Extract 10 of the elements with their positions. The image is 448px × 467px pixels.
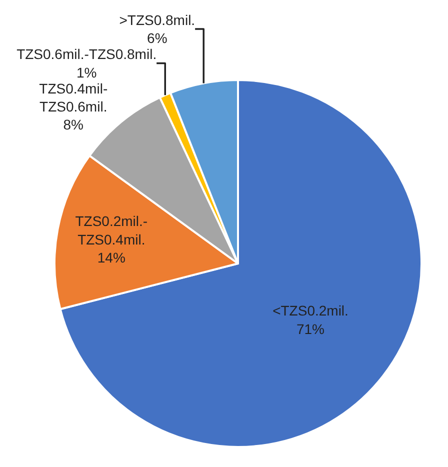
data-label: 71% [296,320,325,337]
slice-label: >TZS0.8mil. [119,12,196,28]
slice-label: TZS0.2mil.-TZS0.4mil. [75,213,148,248]
data-label: 14% [97,250,126,266]
slice-label: <TZS0.2mil. [272,302,348,319]
data-label: 6% [147,30,168,46]
data-label: 1% [76,64,97,80]
slice-label: TZS0.6mil.-TZS0.8mil. [16,46,157,62]
slice-label: TZS0.4mil-TZS0.6mil. [39,80,108,115]
data-label: 8% [63,116,84,133]
